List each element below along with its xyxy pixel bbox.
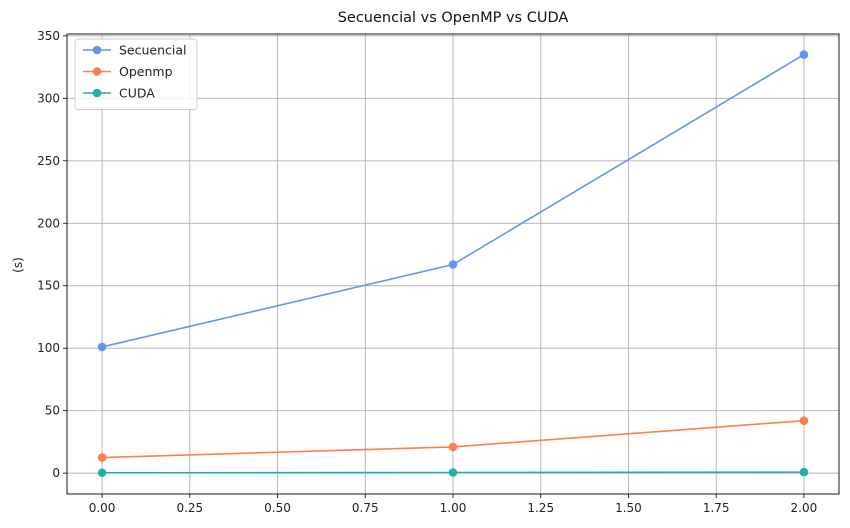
y-axis-ticks: 0 50 100 150 200 250 300 350 — [37, 29, 67, 480]
x-tick-label: 1.75 — [703, 501, 730, 515]
legend-label: CUDA — [119, 86, 155, 101]
series-secuencial — [97, 50, 809, 352]
y-tick-label: 200 — [37, 216, 60, 230]
x-tick-label: 1.25 — [527, 501, 554, 515]
x-tick-label: 2.00 — [791, 501, 818, 515]
y-tick-label: 0 — [52, 466, 60, 480]
data-point — [799, 416, 809, 425]
data-point — [799, 50, 809, 59]
chart-title: Secuencial vs OpenMP vs CUDA — [338, 10, 569, 26]
data-point — [448, 468, 458, 477]
x-tick-label: 1.50 — [615, 501, 642, 515]
series-openmp — [97, 416, 809, 462]
legend-marker — [92, 88, 102, 98]
data-point — [799, 467, 809, 477]
legend-box — [74, 38, 198, 110]
series-layer — [97, 50, 809, 478]
y-tick-label: 250 — [37, 154, 60, 168]
y-tick-label: 300 — [37, 91, 60, 105]
data-point — [97, 453, 107, 462]
x-tick-label: 0.50 — [264, 501, 291, 515]
legend-marker — [92, 67, 102, 76]
x-tick-label: 1.00 — [440, 501, 467, 515]
y-tick-label: 100 — [37, 341, 60, 355]
data-point — [97, 342, 107, 352]
data-point — [448, 260, 458, 269]
x-tick-label: 0.00 — [89, 501, 116, 515]
legend-label: Secuencial — [119, 43, 187, 58]
y-tick-label: 150 — [37, 279, 60, 293]
y-axis-label: (s) — [11, 257, 25, 273]
legend-label: Openmp — [119, 64, 173, 79]
legend: Secuencial Openmp CUDA — [74, 38, 198, 110]
legend-marker — [92, 45, 102, 55]
y-tick-label: 350 — [37, 29, 60, 43]
data-point — [97, 468, 107, 478]
series-cuda — [97, 467, 809, 478]
x-tick-label: 0.75 — [352, 501, 379, 515]
legend-item-secuencial: Secuencial — [83, 43, 187, 58]
x-axis-ticks: 0.00 0.25 0.50 0.75 1.00 1.25 1.50 1.75 2.00 — [89, 494, 818, 515]
legend-item-cuda: CUDA — [83, 86, 155, 101]
data-point — [448, 442, 458, 452]
x-tick-label: 0.25 — [176, 501, 203, 515]
legend-item-openmp: Openmp — [83, 64, 173, 79]
y-tick-label: 50 — [45, 404, 60, 418]
grid — [67, 34, 839, 494]
